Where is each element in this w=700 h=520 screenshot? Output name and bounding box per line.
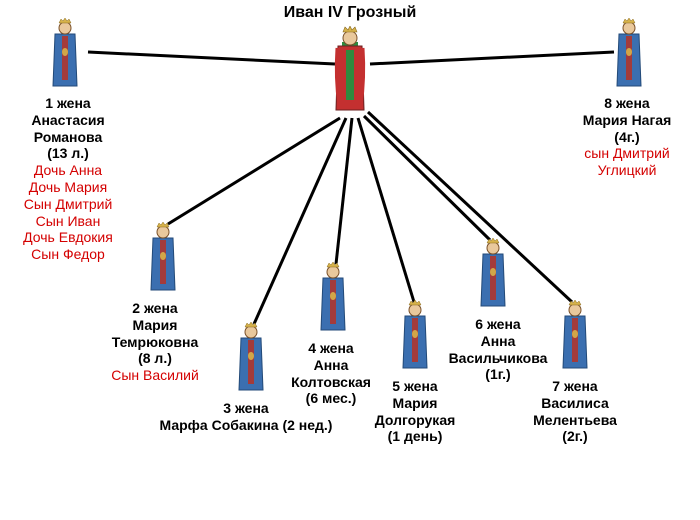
wife7-label: 7 женаВасилисаМелентьева(2г.) bbox=[520, 378, 630, 445]
family-diagram: Иван IV Грозный 1 женаАнастасияРоманова(… bbox=[0, 0, 700, 520]
wife5-figure bbox=[400, 300, 430, 372]
tsar-figure bbox=[332, 26, 368, 116]
wife3-figure bbox=[236, 322, 266, 394]
wife2-name: 2 женаМарияТемрюковна(8 л.) bbox=[100, 300, 210, 367]
wife1-figure bbox=[50, 18, 80, 90]
line-to-wife1 bbox=[88, 52, 335, 64]
line-to-wife7 bbox=[368, 112, 572, 302]
line-to-wife6 bbox=[364, 116, 490, 240]
wife6-label: 6 женаАннаВасильчикова(1г.) bbox=[438, 316, 558, 383]
line-to-wife8 bbox=[370, 52, 614, 64]
wife7-figure bbox=[560, 300, 590, 372]
wife1-name: 1 женаАнастасияРоманова(13 л.) bbox=[18, 95, 118, 162]
wife2-figure bbox=[148, 222, 178, 294]
wife1-label: 1 женаАнастасияРоманова(13 л.)Дочь АннаД… bbox=[18, 95, 118, 263]
wife8-children: сын ДмитрийУглицкий bbox=[562, 145, 692, 179]
wife8-figure bbox=[614, 18, 644, 90]
wife2-children: Сын Василий bbox=[100, 367, 210, 384]
line-to-wife2 bbox=[168, 118, 340, 224]
wife4-figure bbox=[318, 262, 348, 334]
wife1-children: Дочь АннаДочь МарияСын ДмитрийСын ИванДо… bbox=[18, 162, 118, 263]
wife6-figure bbox=[478, 238, 508, 310]
wife5-name: 5 женаМарияДолгорукая(1 день) bbox=[360, 378, 470, 445]
wife8-label: 8 женаМария Нагая(4г.)сын ДмитрийУглицки… bbox=[562, 95, 692, 179]
line-to-wife4 bbox=[336, 118, 352, 264]
wife6-name: 6 женаАннаВасильчикова(1г.) bbox=[438, 316, 558, 383]
wife7-name: 7 женаВасилисаМелентьева(2г.) bbox=[520, 378, 630, 445]
wife8-name: 8 женаМария Нагая(4г.) bbox=[562, 95, 692, 145]
wife2-label: 2 женаМарияТемрюковна(8 л.)Сын Василий bbox=[100, 300, 210, 384]
wife5-label: 5 женаМарияДолгорукая(1 день) bbox=[360, 378, 470, 445]
